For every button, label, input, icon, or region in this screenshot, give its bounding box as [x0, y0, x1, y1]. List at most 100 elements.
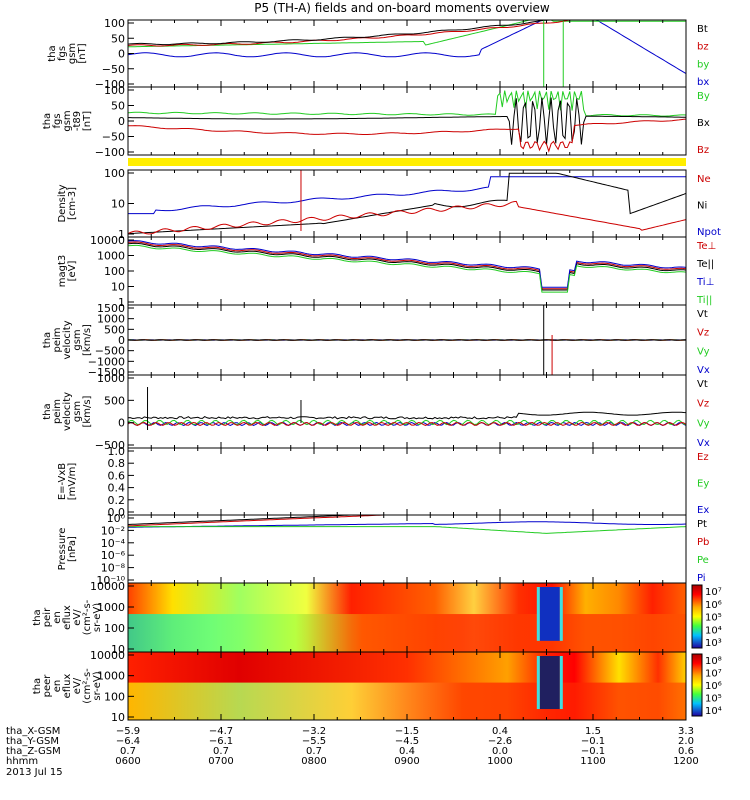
y-tick-label: 1000 [97, 670, 125, 683]
legend-entry: Ne [697, 174, 711, 185]
y-tick-label: −100 [95, 146, 125, 159]
dropout-edge-eeflux [536, 656, 540, 710]
y-axis-label-line: tha [32, 609, 43, 625]
y-tick-label: 1 [118, 296, 125, 309]
colorbar-label: 10⁵ [705, 694, 722, 705]
y-tick-label: −500 [95, 345, 125, 358]
y-tick-label: −1500 [88, 366, 125, 379]
series-bt-fgs [128, 20, 686, 46]
dropout-edge2-ieflux [559, 587, 563, 641]
legend-entry: Vx [697, 365, 710, 376]
y-axis-label-line: [nT] [77, 43, 88, 63]
y-tick-label: 50 [111, 100, 125, 113]
footer-x-label: tha_X-GSM [6, 726, 60, 737]
x-tick-label: 0.4 [492, 726, 508, 737]
y-tick-label: 0 [118, 334, 125, 347]
dropout-edge2-eeflux [559, 656, 563, 710]
y-tick-label: 10000 [90, 580, 125, 593]
x-tick-label: −5.5 [302, 736, 326, 747]
y-axis-label-line: E=-VxB [57, 463, 68, 500]
y-axis-label-line: tha [42, 113, 53, 129]
x-tick-label: 1100 [580, 756, 605, 767]
x-tick-label: −0.1 [581, 736, 605, 747]
y-axis-label-line: fgs [57, 46, 68, 61]
y-tick-label: 10⁻⁶ [101, 549, 126, 562]
y-tick-label: 1500 [97, 302, 125, 315]
y-axis-label-line: eV/ [72, 609, 83, 626]
panel-vele: 1000 500 0 −500 tha peim velocity gsm [km/s] Vt Vz… [42, 372, 710, 452]
dropout-ieflux [539, 587, 560, 641]
y-axis-label-line: peir [42, 607, 53, 627]
colorbar-label: 10⁵ [705, 613, 722, 624]
y-tick-label: 0.2 [108, 494, 126, 507]
y-tick-label: 10 [111, 711, 125, 724]
y-tick-label: −100 [95, 78, 125, 91]
y-axis-label-line: en [52, 680, 63, 693]
legend-entry: Vz [697, 328, 709, 339]
x-tick-label: −0.1 [581, 746, 605, 757]
y-axis-label-line: Density [57, 184, 68, 222]
y-tick-label: 1000 [97, 372, 125, 385]
y-tick-label: 0.8 [108, 457, 126, 470]
x-tick-label: −6.4 [116, 736, 140, 747]
colorbar-ieflux [691, 584, 703, 649]
x-tick-label: −4.7 [209, 726, 233, 737]
legend-entry: Pt [697, 519, 707, 530]
y-axis-label-line: gsm [67, 43, 78, 64]
y-tick-label: 10⁻⁸ [101, 562, 126, 575]
y-axis-label-line: tha [42, 332, 53, 348]
dropout-edge-ieflux [536, 587, 540, 641]
y-axis-label-line: peer [42, 674, 53, 698]
series-by-fgs2 [128, 90, 686, 117]
y-axis-label-line: [eV] [67, 261, 78, 282]
series-pe-press [128, 526, 686, 534]
legend-entry: Ex [697, 505, 709, 516]
y-tick-label: 1000 [97, 313, 125, 326]
x-tick-label: 0.6 [678, 746, 694, 757]
colorbar-label: 10⁸ [705, 656, 722, 667]
y-tick-label: 0 [118, 115, 125, 128]
y-axis-label-line: [mV/m] [67, 463, 78, 501]
series-ti-perp-temp [128, 240, 686, 288]
footer-z-label: tha_Z-GSM [6, 746, 61, 757]
legend-entry: Vx [697, 438, 710, 449]
y-axis-label-line: sr-eV) [92, 603, 103, 632]
panel-efield: 1.00.80.60.40.20.0 E=-VxB [mV/m] Ez Ey Ex [57, 445, 709, 519]
series-vt-vele [128, 411, 686, 420]
legend-entry: by [697, 59, 709, 70]
legend-entry: Pb [697, 537, 709, 548]
x-tick-label: 0600 [115, 756, 140, 767]
x-tick-label: 0900 [394, 756, 419, 767]
legend-entry: Vt [697, 379, 708, 390]
y-tick-label: 0.0 [108, 506, 126, 519]
y-axis-label-line: tha [42, 403, 53, 419]
plot-title: P5 (TH-A) fields and on-board moments ov… [254, 1, 550, 15]
spectrogram-band-ieflux [128, 614, 686, 652]
y-tick-label: 10 [111, 281, 125, 294]
y-axis-label-line: peim [52, 399, 63, 424]
x-tick-label: 0800 [301, 756, 326, 767]
footer: tha_X-GSM tha_Y-GSM tha_Z-GSM hhmm 2013 … [6, 726, 699, 778]
y-axis-label-line: -t89 [72, 111, 83, 131]
y-axis-label-line: eflux [62, 674, 73, 699]
y-axis-label-line: [nT] [82, 111, 93, 131]
series-bx-fgs [128, 20, 686, 75]
y-tick-label: 100 [104, 265, 125, 278]
series-ti-par-temp [128, 244, 686, 293]
y-axis-label-line: [km/s] [82, 395, 93, 427]
legend-entry: Bx [697, 118, 710, 129]
x-tick-label: 0.4 [399, 746, 415, 757]
spectrogram-band-eeflux [128, 682, 686, 720]
y-axis-label-line: gsm [72, 401, 83, 422]
series-bx-fgs2 [128, 97, 686, 145]
legend-entry: Pi [697, 573, 706, 584]
colorbar-label: 10⁶ [705, 600, 722, 611]
panel-frame-press [127, 514, 687, 584]
dropout-eeflux [539, 656, 560, 710]
legend-entry: Te⊥ [696, 241, 716, 252]
y-tick-label: 10⁻¹⁰ [96, 574, 125, 587]
panel-frame-vele [127, 374, 687, 449]
x-tick-label: 0.0 [492, 746, 508, 757]
series-ne-dens [128, 200, 686, 235]
